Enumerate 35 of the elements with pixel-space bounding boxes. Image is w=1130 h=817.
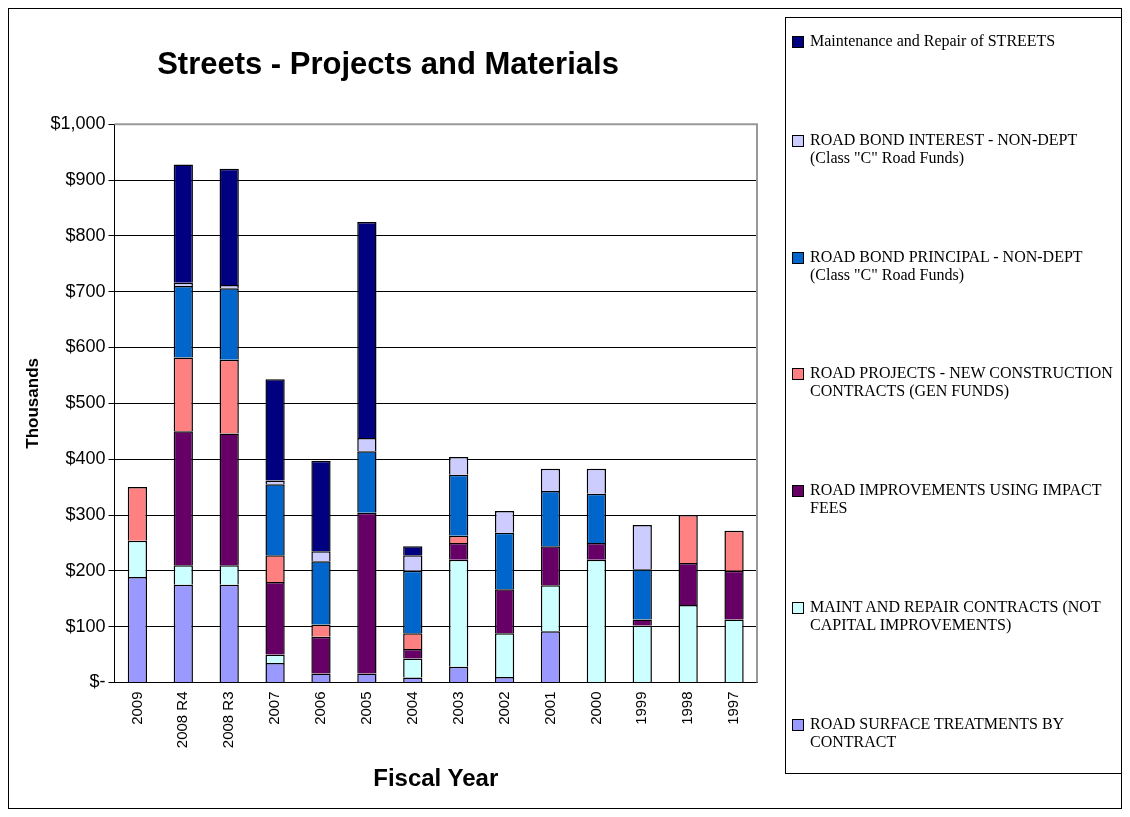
x-tick-label: 2008 R4: [173, 691, 191, 749]
legend-label: ROAD BOND INTEREST - NON-DEPT (Class "C" Road Funds): [810, 130, 1078, 167]
y-tick-label: $400: [65, 448, 106, 469]
y-tick-label: $700: [65, 280, 106, 301]
x-tick-label: 1998: [678, 691, 696, 725]
y-tick-label: $100: [65, 615, 106, 636]
y-tick-label: $900: [65, 169, 106, 189]
x-tick-label: 2007: [265, 691, 283, 725]
x-tick-label: 2002: [494, 691, 512, 725]
x-tick-label: 2008 R3: [219, 691, 237, 749]
x-tick-label: 2009: [127, 691, 145, 725]
y-tick-label: $300: [65, 503, 106, 524]
x-tick-label: 2001: [540, 691, 558, 725]
chart-title: Streets - Projects and Materials: [157, 46, 619, 82]
x-tick-label: 2006: [311, 691, 329, 725]
legend-label: ROAD BOND PRINCIPAL - NON-DEPT (Class "C" Road Funds): [810, 247, 1084, 284]
x-tick-label: 2003: [448, 691, 466, 725]
y-axis-title: Thousands: [22, 358, 42, 449]
y-tick-label: $1,000: [50, 113, 106, 134]
y-tick-label: $-: [89, 671, 106, 692]
legend-label: ROAD SURFACE TREATMENTS BY CONTRACT: [810, 714, 1065, 751]
legend-label: Maintenance and Repair of STREETS: [810, 32, 1056, 50]
y-tick-label: $800: [65, 224, 106, 245]
y-tick-label: $600: [65, 336, 106, 357]
x-tick-label: 2004: [402, 691, 420, 725]
x-tick-label: 2000: [586, 691, 604, 725]
y-tick-label: $200: [65, 559, 106, 580]
legend-label: MAINT AND REPAIR CONTRACTS (NOT CAPITAL IMPROVEMENTS): [810, 598, 1102, 635]
y-tick-label: $500: [65, 392, 106, 413]
legend-label: ROAD PROJECTS - NEW CONSTRUCTION CONTRACTS (GEN FUNDS): [810, 364, 1114, 401]
legend-label: ROAD IMPROVEMENTS USING IMPACT FEES: [810, 481, 1103, 518]
x-tick-label: 1999: [632, 691, 650, 725]
x-tick-label: 2005: [357, 691, 375, 725]
x-axis-title: Fiscal Year: [373, 764, 499, 792]
x-tick-label: 1997: [724, 691, 742, 725]
